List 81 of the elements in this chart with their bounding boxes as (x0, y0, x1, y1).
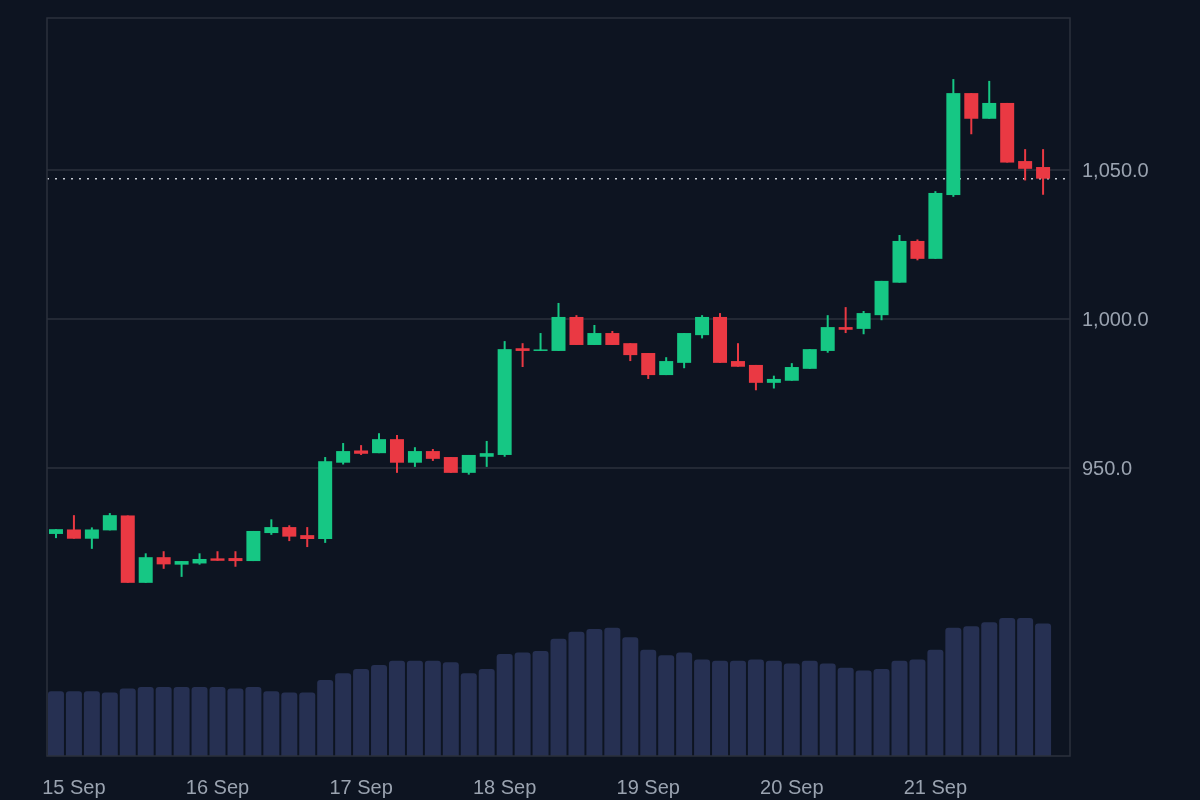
bar (83, 691, 100, 756)
bar (47, 691, 64, 756)
candlestick (856, 309, 871, 336)
bar (299, 692, 316, 756)
candlestick (910, 238, 925, 262)
bar (137, 687, 154, 756)
bar (837, 667, 854, 756)
bar (604, 627, 621, 756)
bar (676, 652, 693, 756)
x-tick-label: 18 Sep (472, 776, 537, 798)
bar (532, 651, 549, 756)
bar (65, 691, 82, 756)
bar (729, 660, 746, 756)
candlestick (389, 433, 404, 474)
bar (371, 664, 388, 756)
bar (1035, 623, 1052, 756)
x-tick-label: 17 Sep (329, 776, 393, 798)
y-tick-label: 950.0 (1082, 457, 1133, 480)
bar (622, 637, 639, 756)
candlestick (820, 314, 835, 354)
bar (245, 687, 262, 756)
y-tick-label: 1,050.0 (1082, 159, 1149, 182)
bar (460, 673, 477, 756)
x-tick-label: 21 Sep (903, 776, 968, 798)
bar (335, 673, 352, 756)
bar (640, 649, 657, 756)
bar (514, 652, 531, 756)
bar (694, 659, 711, 756)
candlestick (66, 514, 81, 540)
x-tick-label: 16 Sep (185, 776, 250, 798)
bar (101, 692, 118, 756)
bar (281, 692, 298, 756)
bar (586, 629, 603, 756)
bar (478, 669, 495, 756)
y-tick-label: 1,000.0 (1082, 308, 1149, 331)
candlestick (641, 352, 656, 380)
bar (963, 626, 980, 756)
candlestick (84, 526, 99, 550)
x-tick-label: 19 Sep (616, 776, 680, 798)
candlestick (730, 342, 745, 368)
candlestick (982, 79, 997, 120)
bar (173, 687, 190, 756)
candlestick (695, 314, 710, 340)
bar (353, 669, 370, 756)
x-tick-label: 20 Sep (760, 776, 824, 798)
candlestick (1036, 148, 1051, 196)
bar (855, 670, 872, 756)
candlestick (802, 348, 817, 370)
bar (442, 662, 459, 756)
bar (819, 663, 836, 756)
candlestick (587, 324, 602, 346)
candlestick (407, 446, 422, 468)
x-tick-label: 15 Sep (42, 776, 106, 798)
candlestick (300, 526, 315, 549)
bar (1017, 618, 1034, 756)
bar (999, 618, 1016, 756)
candlestick (479, 439, 494, 468)
bar (155, 687, 172, 756)
bar (406, 660, 423, 756)
bar (747, 659, 764, 756)
candlestick (838, 306, 853, 335)
bar (927, 649, 944, 756)
bar (263, 691, 280, 756)
candlestick (1018, 148, 1033, 182)
bar (981, 622, 998, 756)
bar (317, 680, 334, 756)
bar (424, 660, 441, 756)
candlestick (748, 363, 763, 392)
bar (712, 660, 729, 756)
bar (496, 653, 513, 756)
bar (873, 669, 890, 756)
candlestick (515, 342, 530, 369)
bar (191, 687, 208, 756)
bar (388, 660, 405, 756)
bar (765, 660, 782, 756)
candlestick (336, 442, 351, 466)
bar (658, 655, 675, 756)
bar (801, 660, 818, 756)
bar (783, 663, 800, 756)
bar (945, 627, 962, 756)
bar (119, 688, 136, 756)
